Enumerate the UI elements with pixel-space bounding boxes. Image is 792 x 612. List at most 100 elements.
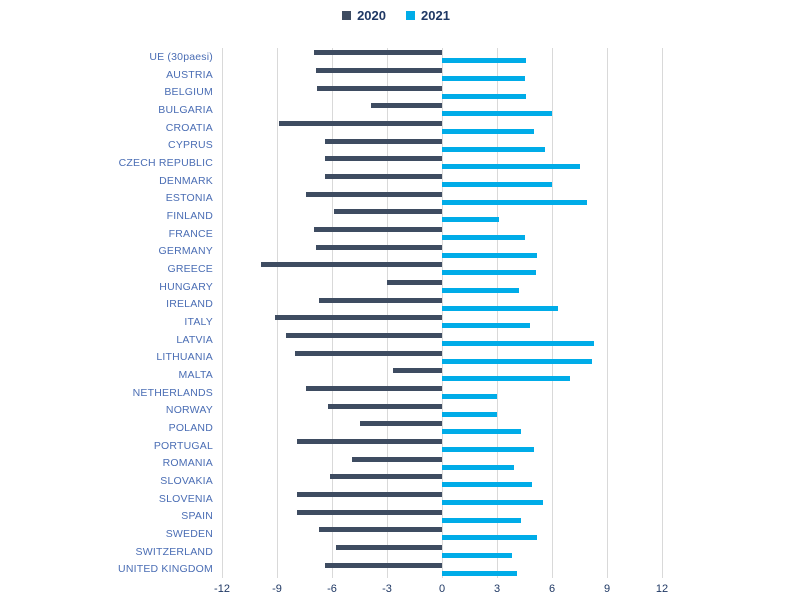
table-row: NETHERLANDS [0,384,662,402]
category-label: SLOVAKIA [160,474,213,487]
category-label: UE (30paesi) [149,50,213,63]
bar-2020 [328,403,442,409]
bar-2020 [297,439,442,445]
category-label: LITHUANIA [156,351,213,364]
table-row: LITHUANIA [0,348,662,366]
table-row: CROATIA [0,119,662,137]
plot-cell [222,401,662,419]
plot-cell [222,260,662,278]
table-row: SPAIN [0,507,662,525]
bar-2020 [352,456,442,462]
bar-2020 [324,562,442,568]
category-label: SWEDEN [165,527,213,540]
plot-cell [222,419,662,437]
category-label: SWITZERLAND [135,545,213,558]
x-tick-label: 12 [655,583,669,595]
plot-cell [222,472,662,490]
plot-cell [222,189,662,207]
legend-label-2021: 2021 [421,8,450,23]
bar-2021 [442,482,532,488]
bar-2021 [442,58,527,64]
bar-2021 [442,252,538,258]
category-label: AUSTRIA [166,68,213,81]
plot-cell [222,242,662,260]
gridline [387,48,388,578]
table-row: FINLAND [0,207,662,225]
bar-2021 [442,146,545,152]
bar-2020 [324,174,442,180]
bar-2020 [306,191,442,197]
plot-cell [222,154,662,172]
bar-2020 [315,244,442,250]
bar-2020 [387,280,442,286]
category-label: ESTONIA [165,192,213,205]
category-label: FRANCE [168,227,213,240]
plot-cell [222,490,662,508]
table-row: PORTUGAL [0,437,662,455]
plot-cell [222,66,662,84]
bar-2021 [442,376,571,382]
bar-2020 [278,121,442,127]
plot-cell [222,437,662,455]
table-row: DENMARK [0,172,662,190]
bar-2021 [442,411,497,417]
table-row: NORWAY [0,401,662,419]
x-tick-label: -9 [272,583,282,595]
table-row: SLOVAKIA [0,472,662,490]
bar-2020 [315,68,442,73]
category-label: CYPRUS [168,139,213,152]
plot-cell [222,83,662,101]
bar-2021 [442,235,525,241]
bar-2021 [442,270,536,276]
table-row: MALTA [0,366,662,384]
bar-2021 [442,394,497,400]
bar-2020 [330,474,442,480]
bar-2020 [359,421,442,427]
bar-2020 [297,509,442,515]
category-label: HUNGARY [159,280,213,293]
bar-2021 [442,429,521,435]
plot-cell [222,48,662,66]
table-row: ITALY [0,313,662,331]
gridline [442,48,443,578]
bar-2020 [317,85,442,91]
category-label: GREECE [167,262,213,275]
plot-cell [222,525,662,543]
bar-2021 [442,535,538,541]
plot-cell [222,278,662,296]
bar-2021 [442,464,514,470]
table-row: GERMANY [0,242,662,260]
bar-2021 [442,129,534,135]
category-label: BULGARIA [158,103,213,116]
gridline [277,48,278,578]
category-label: POLAND [168,421,213,434]
x-tick-label: 0 [438,583,446,595]
table-row: CZECH REPUBLIC [0,154,662,172]
bar-2021 [442,358,593,364]
bar-2020 [335,545,442,551]
table-row: ESTONIA [0,189,662,207]
plot-cell [222,225,662,243]
plot-area: UE (30paesi) AUSTRIA BELGIUM BULGARIA CROATI… [0,48,663,578]
gridline [607,48,608,578]
table-row: POLAND [0,419,662,437]
x-tick-label: -6 [327,583,337,595]
plot-cell [222,207,662,225]
bar-2020 [275,315,442,321]
bar-2021 [442,93,527,99]
gridline [662,48,663,578]
bar-2020 [313,50,442,56]
x-tick-label: -12 [214,583,230,595]
plot-cell [222,384,662,402]
table-row: BULGARIA [0,101,662,119]
plot-cell [222,313,662,331]
plot-cell [222,331,662,349]
legend-swatch-2020-icon [342,11,352,20]
x-tick-label: 6 [548,583,556,595]
plot-cell [222,348,662,366]
plot-cell [222,560,662,578]
bar-2020 [333,209,442,215]
table-row: ROMANIA [0,454,662,472]
legend-swatch-2021-icon [406,11,415,20]
